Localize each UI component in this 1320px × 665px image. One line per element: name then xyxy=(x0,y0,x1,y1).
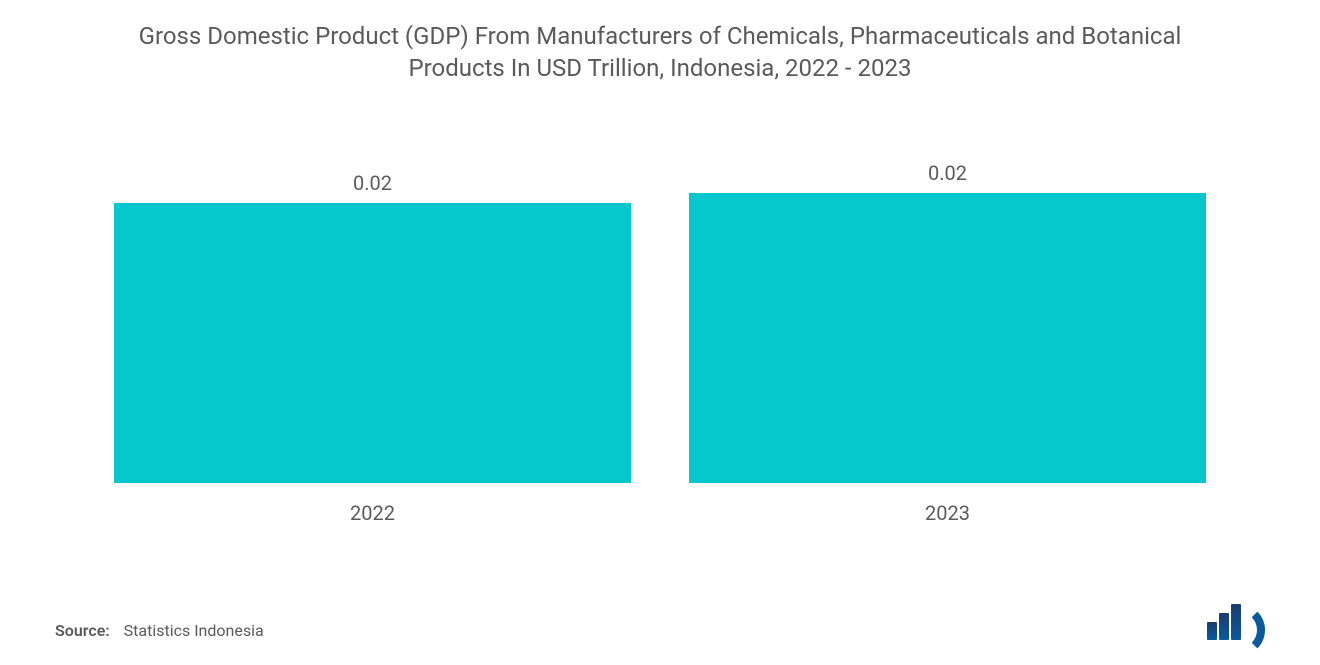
bar-group-1: 0.02 2023 xyxy=(689,161,1207,525)
source-line: Source: Statistics Indonesia xyxy=(55,621,264,640)
chart-container: Gross Domestic Product (GDP) From Manufa… xyxy=(0,0,1320,665)
bar-category-label: 2023 xyxy=(925,501,970,525)
source-text: Statistics Indonesia xyxy=(124,621,264,640)
bar-1 xyxy=(689,193,1207,483)
plot-area: 0.02 2022 0.02 2023 xyxy=(55,145,1265,525)
source-label: Source: xyxy=(55,621,110,640)
mordor-logo-icon xyxy=(1207,604,1265,640)
chart-footer: Source: Statistics Indonesia xyxy=(55,604,1265,640)
bar-value-label: 0.02 xyxy=(353,171,392,195)
bar-value-label: 0.02 xyxy=(928,161,967,185)
bar-category-label: 2022 xyxy=(350,501,395,525)
bar-group-0: 0.02 2022 xyxy=(114,171,632,525)
chart-title: Gross Domestic Product (GDP) From Manufa… xyxy=(110,20,1210,85)
bar-0 xyxy=(114,203,632,483)
